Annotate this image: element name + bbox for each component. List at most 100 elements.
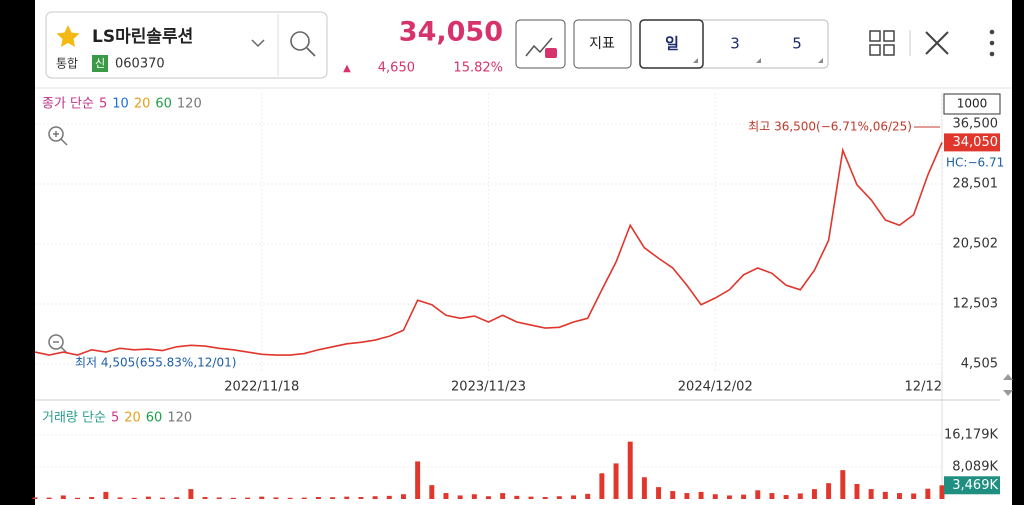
volume-bar (684, 493, 690, 499)
legend-entry: 120 (177, 97, 202, 112)
last-volume-tag (944, 476, 1000, 495)
change-percent: 15.82% (453, 61, 503, 76)
x-tick-label: 2023/11/23 (451, 380, 526, 395)
chart-icon (525, 37, 553, 57)
volume-bar (75, 497, 80, 499)
volume-bar (386, 495, 392, 499)
scroll-arrows[interactable] (1003, 374, 1013, 396)
volume-bar (486, 496, 491, 499)
period-label: 일 (665, 35, 679, 53)
volume-bar (939, 485, 945, 499)
volume-bar (245, 497, 251, 499)
search-icon-handle (306, 47, 316, 57)
volume-bar (755, 490, 761, 499)
search-card[interactable] (45, 11, 328, 79)
volume-bar (46, 497, 52, 499)
volume-bar (556, 496, 562, 499)
current-price: 34,050 (399, 17, 503, 48)
x-tick-label: 2024/12/02 (678, 380, 753, 395)
volume-bar (882, 491, 888, 499)
price-change: 4,650 (378, 61, 415, 76)
legend-entry: 20 (124, 411, 141, 426)
period-corner (693, 58, 698, 63)
dropdown-chevron[interactable] (251, 39, 265, 48)
volume-bar (585, 493, 591, 499)
period-selected[interactable] (639, 19, 704, 69)
volume-bar (273, 497, 279, 499)
volume-bar (641, 477, 647, 499)
volume-bar (259, 496, 265, 499)
indicator-button[interactable] (573, 19, 632, 69)
legend-entry: 60 (146, 411, 163, 426)
volume-bar (528, 496, 534, 499)
play-icon (545, 48, 557, 58)
count-box[interactable] (943, 93, 1001, 115)
period-corner (818, 58, 823, 63)
settings-icon[interactable] (925, 31, 949, 55)
volume-bar (797, 493, 803, 499)
volume-bar (457, 495, 463, 499)
legend-entry: 5 (99, 97, 107, 112)
x-tick-label: 12/12 (905, 380, 942, 395)
count-label: 1000 (957, 97, 988, 111)
y-tick-label: 16,179K (944, 428, 998, 443)
volume-bar (613, 463, 619, 499)
volume-bar (429, 485, 435, 499)
volume-bar (500, 493, 506, 499)
high-annotation: 최고 36,500(−6.71%,06/25) (748, 120, 912, 134)
volume-bar (287, 497, 293, 499)
y-tick-label: 12,503 (953, 297, 999, 312)
legend-entry: 20 (134, 97, 151, 112)
volume-bar (216, 497, 222, 499)
volume-bar (400, 494, 406, 499)
volume-bar (471, 494, 477, 499)
layout-icon[interactable] (869, 30, 895, 56)
badge: 신 (95, 57, 105, 70)
volume-bar (330, 497, 336, 499)
volume-bar (854, 483, 860, 499)
volume-bar (202, 497, 208, 499)
chart-type-button[interactable] (515, 19, 566, 69)
volume-bar (131, 497, 137, 499)
volume-bar (925, 488, 931, 499)
legend-entry: 120 (167, 411, 192, 426)
volume-bar (698, 491, 704, 499)
legend-entry: 60 (155, 97, 172, 112)
volume-bar (826, 483, 832, 499)
volume-bar (670, 491, 676, 499)
last-price-tag (944, 133, 1000, 152)
search-icon[interactable] (290, 31, 310, 51)
legend-entry: 10 (112, 97, 129, 112)
y-tick-label: 20,502 (953, 237, 999, 252)
volume-bar (712, 494, 718, 499)
zoom-in[interactable] (48, 126, 68, 146)
volume-bar (301, 497, 307, 499)
y-tick-label: 4,505 (961, 357, 998, 372)
more-icon[interactable] (989, 29, 995, 57)
volume-bar (769, 493, 775, 499)
volume-bar (514, 495, 520, 499)
period-label: 5 (792, 35, 802, 53)
volume-bar (103, 491, 109, 499)
volume-bar (60, 495, 66, 499)
legend-entry: 거래량 단순 (42, 411, 106, 426)
background (35, 0, 1012, 505)
volume-bar (897, 493, 902, 499)
volume-bar (840, 470, 846, 499)
volume-bar (911, 493, 917, 499)
change-arrow: ▲ (343, 63, 351, 74)
period-corner (756, 58, 761, 63)
volume-bar (315, 497, 321, 499)
volume-bar (372, 496, 378, 499)
favorite-star[interactable] (56, 25, 80, 47)
volume-bar (188, 489, 194, 499)
volume-bar (627, 441, 633, 499)
volume-bar (344, 496, 350, 499)
x-tick-label: 2022/11/18 (224, 380, 299, 395)
volume-bar (542, 497, 548, 499)
y-tick-label: 36,500 (953, 117, 999, 132)
volume-bar (160, 497, 166, 499)
volume-bar (415, 461, 421, 499)
